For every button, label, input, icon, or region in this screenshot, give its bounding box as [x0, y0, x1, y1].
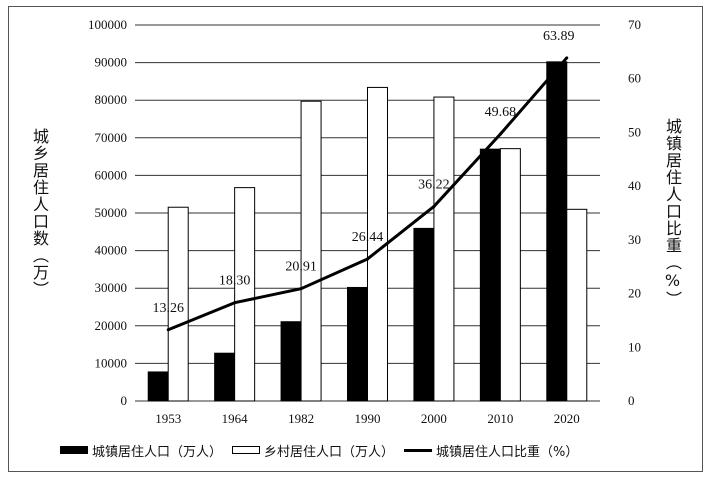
y-left-tick-label: 0: [121, 393, 128, 408]
ratio-data-label: 36.22: [418, 177, 450, 192]
legend-swatch-urban: [60, 446, 88, 454]
y-left-tick-label: 80000: [95, 92, 128, 107]
x-axis-ticks: 1953 1964 1982 1990 2000 2010 2020: [155, 411, 580, 426]
bar-rural: [234, 187, 256, 402]
x-tick-label: 2000: [421, 411, 447, 426]
ratio-point: [233, 301, 237, 305]
bar-rural: [499, 148, 521, 402]
y-left-tick-label: 30000: [95, 280, 128, 295]
y-right-tick-label: 40: [628, 178, 641, 193]
bar-rural: [566, 208, 588, 402]
ratio-point: [565, 56, 569, 60]
legend-label-urban: 城镇居住人口（万人）: [92, 444, 223, 460]
ratio-point: [166, 328, 170, 332]
y-left-tick-label: 40000: [95, 243, 128, 258]
y-right-tick-label: 10: [628, 339, 641, 354]
y-left-tick-label: 70000: [95, 130, 128, 145]
y-right-tick-label: 60: [628, 71, 641, 86]
legend-swatch-rural: [232, 446, 261, 454]
bar-rural: [433, 96, 455, 402]
legend-item-urban: 城镇居住人口（万人）: [60, 441, 222, 460]
x-tick-label: 1964: [222, 411, 249, 426]
ratio-data-label: 63.89: [543, 29, 575, 44]
x-tick-label: 2010: [487, 411, 513, 426]
right-axis-ticks: 0 10 20 30 40 50 60 70: [628, 17, 641, 408]
legend-item-rural: 乡村居住人口（万人）: [232, 441, 394, 460]
y-left-tick-label: 100000: [88, 17, 127, 32]
x-tick-label: 2020: [554, 411, 580, 426]
ratio-point: [299, 287, 303, 291]
ratio-data-label: 20.91: [285, 260, 317, 275]
ratio-data-label: 18.30: [219, 274, 251, 289]
bar-urban: [147, 371, 169, 402]
y-left-tick-label: 10000: [95, 355, 128, 370]
legend-swatch-ratio: [404, 448, 433, 452]
y-left-axis-title: 城乡居住人口数（万）: [30, 128, 49, 298]
y-right-axis-title: 城镇居住人口比重（%）: [663, 118, 682, 308]
left-axis-ticks: 0 10000 20000 30000 40000 50000 60000 70000 8000…: [88, 17, 127, 408]
y-left-tick-label: 50000: [95, 205, 128, 220]
y-left-tick-label: 90000: [95, 55, 128, 70]
bars: [147, 61, 588, 402]
bar-urban: [347, 286, 368, 402]
x-tick-label: 1982: [288, 411, 314, 426]
x-tick-label: 1953: [155, 411, 181, 426]
ratio-point: [366, 257, 369, 261]
data-labels: 13.26 18.30 20.91 26.44 36.22 49.68 63.89: [152, 29, 574, 316]
legend-label-rural: 乡村居住人口（万人）: [264, 444, 395, 460]
ratio-data-label: 49.68: [485, 105, 517, 120]
bar-rural: [300, 100, 322, 402]
y-left-tick-label: 20000: [95, 318, 128, 333]
y-right-tick-label: 50: [628, 124, 641, 139]
ratio-point: [498, 132, 502, 136]
bar-rural: [167, 206, 189, 402]
legend-label-ratio: 城镇居住人口比重（%）: [436, 444, 579, 460]
ratio-data-label: 26.44: [352, 230, 384, 245]
bar-urban: [280, 321, 302, 402]
ratio-line: [166, 56, 569, 332]
y-right-tick-label: 20: [628, 286, 641, 301]
bar-urban: [413, 227, 435, 402]
x-tick-label: 1990: [355, 411, 381, 426]
y-right-tick-label: 30: [628, 232, 641, 247]
legend-item-ratio: 城镇居住人口比重（%）: [404, 441, 578, 460]
y-right-tick-label: 0: [628, 393, 635, 408]
y-left-tick-label: 60000: [95, 167, 128, 182]
bar-urban: [479, 148, 501, 402]
bar-urban: [546, 61, 568, 402]
bar-urban: [214, 352, 236, 402]
legend: 城镇居住人口（万人） 乡村居住人口（万人） 城镇居住人口比重（%）: [60, 441, 578, 460]
ratio-data-label: 13.26: [152, 301, 184, 316]
ratio-point: [432, 204, 436, 208]
y-right-tick-label: 70: [628, 17, 641, 32]
